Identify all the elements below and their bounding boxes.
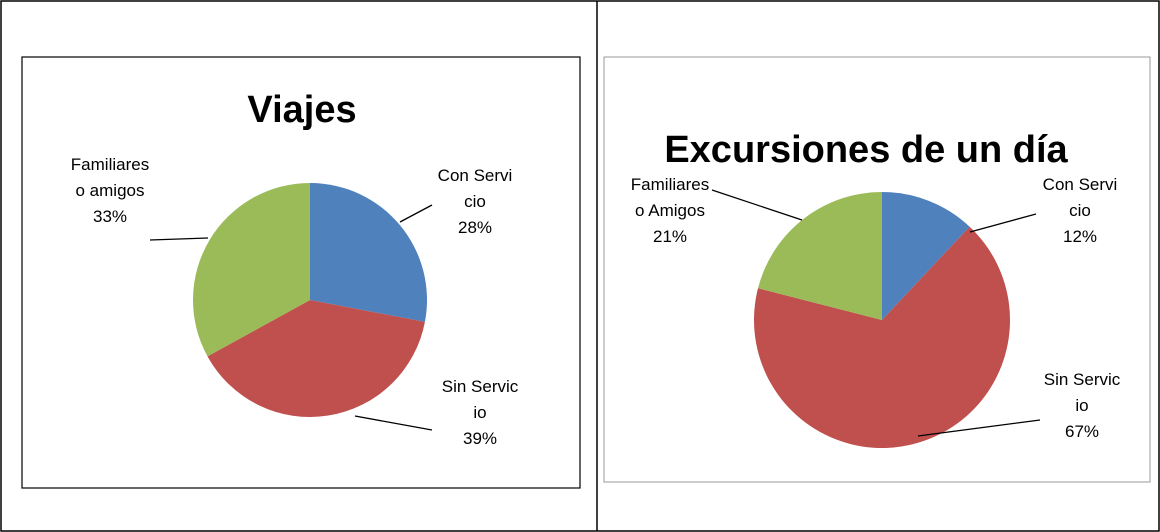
value-label: 39%: [462, 429, 498, 448]
category-label: Con Servicio: [1042, 175, 1118, 220]
value-label: 12%: [1062, 227, 1098, 246]
leader-line: [917, 419, 1041, 437]
data-label: Con Servicio 12%: [1040, 172, 1120, 250]
data-label: Familiares o Amigos 21%: [630, 172, 710, 250]
data-label-text: Con Servicio 12%: [1040, 172, 1120, 250]
leader-line: [149, 237, 209, 241]
pie-slice: [754, 226, 1010, 449]
pie-slice: [207, 300, 425, 417]
category-label: Familiares o amigos: [70, 155, 150, 200]
category-label: Sin Servicio: [441, 377, 519, 422]
data-label-text: Sin Servicio 39%: [440, 374, 520, 452]
chart-title: Viajes: [247, 89, 356, 131]
pie-slice: [882, 192, 970, 320]
leader-line: [354, 415, 433, 431]
chart-title: Excursiones de un día: [664, 129, 1068, 171]
category-label: Con Servicio: [437, 166, 513, 211]
pie-slice: [310, 183, 427, 322]
pie-slice: [758, 192, 882, 320]
category-label: Sin Servicio: [1043, 370, 1121, 415]
leader-line: [399, 204, 433, 223]
data-label: Familiares o amigos 33%: [70, 152, 150, 230]
data-label: Sin Servicio 67%: [1042, 367, 1122, 445]
data-label-text: Sin Servicio 67%: [1042, 367, 1122, 445]
pie-slice: [193, 183, 310, 357]
value-label: 33%: [92, 207, 128, 226]
value-label: 28%: [457, 218, 493, 237]
data-label-text: Familiares o amigos 33%: [70, 152, 150, 230]
leader-line: [711, 189, 803, 221]
data-label: Sin Servicio 39%: [440, 374, 520, 452]
value-label: 21%: [652, 227, 688, 246]
data-label-text: Familiares o Amigos 21%: [630, 172, 710, 250]
category-label: Familiares o Amigos: [630, 175, 710, 220]
data-label-text: Con Servicio 28%: [435, 163, 515, 241]
leader-line: [969, 213, 1037, 233]
data-label: Con Servicio 28%: [435, 163, 515, 241]
value-label: 67%: [1064, 422, 1100, 441]
